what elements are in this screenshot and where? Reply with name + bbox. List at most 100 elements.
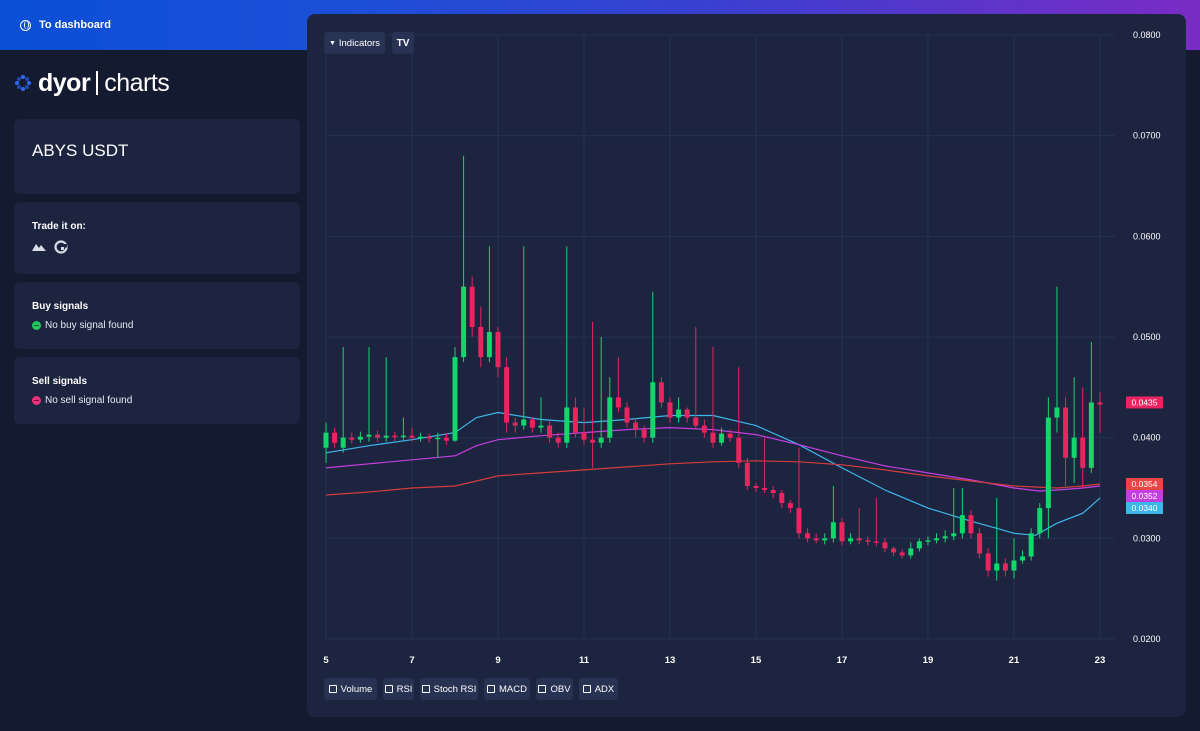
x-tick-label: 21: [1009, 655, 1020, 666]
candle-body: [959, 515, 965, 534]
checkbox-icon[interactable]: [384, 685, 393, 693]
red-status-icon: [32, 396, 41, 405]
gate-exchange-icon[interactable]: [53, 240, 69, 254]
candle-body: [916, 541, 922, 549]
candle-body: [977, 533, 983, 554]
candle-body: [968, 515, 974, 534]
y-tick-label: 0.0400: [1133, 433, 1161, 443]
candle-body: [667, 402, 673, 418]
candle-body: [727, 433, 733, 438]
checkbox-icon[interactable]: [328, 685, 337, 693]
candle-body: [856, 538, 862, 541]
toggle-label: ADX: [594, 683, 615, 695]
candle-body: [719, 433, 725, 443]
candle-body: [633, 422, 639, 430]
candle-body: [805, 533, 811, 539]
candle-body: [813, 538, 819, 541]
candle-body: [641, 429, 647, 438]
candle-body: [779, 493, 785, 504]
candle-body: [848, 538, 854, 542]
toggle-obv[interactable]: OBV: [536, 678, 573, 700]
candle-body: [891, 548, 897, 553]
candle-body: [349, 437, 355, 440]
toggle-volume[interactable]: Volume: [324, 678, 377, 700]
toggle-stoch-rsi[interactable]: Stoch RSI: [420, 678, 478, 700]
price-label-bg: [1126, 477, 1163, 490]
checkbox-icon[interactable]: [582, 685, 591, 693]
candle-body: [323, 432, 329, 448]
sell-signals-card: Sell signals No sell signal found: [14, 357, 300, 424]
candle-body: [1088, 402, 1094, 468]
candle-body: [1063, 407, 1069, 458]
candle-body: [435, 437, 441, 440]
candle-body: [1020, 556, 1026, 561]
candle-body: [469, 286, 475, 327]
toggle-rsi[interactable]: RSI: [383, 678, 414, 700]
caret-down-icon: ▼: [328, 39, 336, 47]
candle-body: [701, 425, 707, 433]
candle-body: [512, 422, 518, 426]
candle-body: [383, 435, 389, 438]
checkbox-icon[interactable]: [421, 685, 430, 693]
candle-body: [770, 490, 776, 494]
candle-body: [452, 357, 458, 441]
pair-card: ABYS USDT: [14, 119, 300, 194]
x-tick-label: 15: [751, 655, 762, 666]
candle-body: [1097, 402, 1103, 405]
price-chart[interactable]: 0.0800 0.0700 0.0600 0.0500 0.0400 0.0300 0.02…: [307, 14, 1186, 717]
candle-body: [392, 435, 398, 438]
candle-body: [899, 552, 905, 556]
candle-body: [839, 522, 845, 542]
mountain-exchange-icon[interactable]: [31, 240, 47, 254]
toggle-label: Volume: [340, 683, 373, 695]
y-tick-label: 0.0600: [1133, 231, 1161, 241]
moving-average-line-2: [325, 426, 1101, 492]
candle-body: [934, 538, 940, 541]
candle-body: [693, 417, 699, 426]
candle-body: [994, 563, 1000, 571]
candle-body: [340, 437, 346, 448]
candle-body: [762, 488, 768, 491]
candle-body: [658, 382, 664, 403]
candle-body: [882, 542, 888, 549]
toggle-macd[interactable]: MACD: [484, 678, 530, 700]
candle-body: [426, 436, 432, 439]
candle-body: [555, 437, 561, 443]
x-tick-label: 7: [409, 655, 414, 666]
toggle-adx[interactable]: ADX: [579, 678, 618, 700]
checkbox-icon[interactable]: [538, 685, 547, 693]
candle-body: [822, 538, 828, 541]
candle-body: [830, 522, 836, 539]
candle-body: [1011, 560, 1017, 571]
candle-body: [615, 397, 621, 408]
trade-card: Trade it on:: [14, 202, 300, 274]
candle-body: [951, 533, 957, 537]
candle-body: [796, 508, 802, 534]
chart-panel: 0.0800 0.0700 0.0600 0.0500 0.0400 0.0300 0.02…: [307, 14, 1186, 717]
candle-body: [581, 432, 587, 440]
candle-body: [684, 409, 690, 418]
candle-body: [409, 435, 415, 438]
price-label-bg: [1126, 396, 1163, 409]
candle-body: [908, 548, 914, 556]
to-dashboard-link[interactable]: To dashboard: [20, 17, 111, 33]
y-tick-label: 0.0700: [1133, 131, 1161, 141]
candle-body: [873, 541, 879, 543]
candle-body: [590, 439, 596, 443]
y-tick-label: 0.0300: [1133, 533, 1161, 543]
x-tick-label: 19: [923, 655, 934, 666]
candle-body: [624, 407, 630, 423]
globe-icon: [20, 19, 31, 31]
checkbox-icon[interactable]: [487, 685, 495, 693]
buy-signal-row: No buy signal found: [32, 320, 133, 331]
price-label-bg: [1126, 489, 1163, 502]
indicators-button[interactable]: ▼ Indicators: [324, 32, 385, 54]
brand-logo[interactable]: dyor charts: [14, 68, 170, 98]
y-tick-label: 0.0500: [1133, 332, 1161, 342]
moving-average-line-1: [325, 411, 1101, 536]
pair-title: ABYS USDT: [32, 141, 129, 160]
candle-body: [1037, 508, 1043, 534]
x-tick-label: 17: [837, 655, 848, 666]
tradingview-button[interactable]: TV: [392, 32, 414, 54]
sell-signal-row: No sell signal found: [32, 395, 132, 406]
